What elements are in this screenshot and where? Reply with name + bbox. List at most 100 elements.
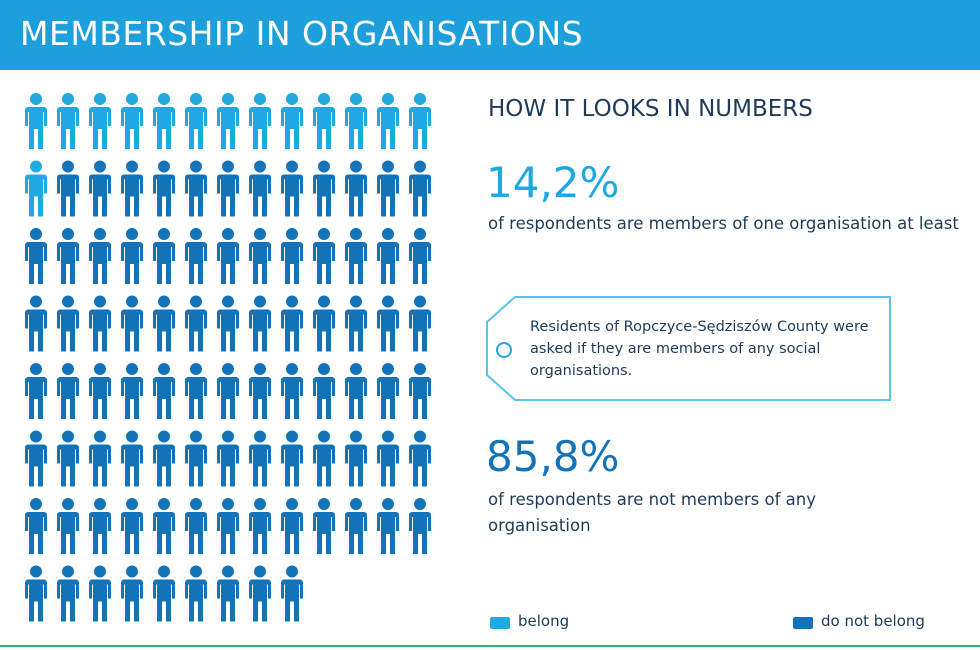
person-icon xyxy=(313,363,335,419)
person-icon xyxy=(153,498,175,554)
legend-swatch xyxy=(793,617,813,629)
person-icon xyxy=(89,565,111,622)
person-icon xyxy=(377,160,399,217)
person-icon xyxy=(185,430,207,487)
person-icon xyxy=(185,498,207,554)
person-icon xyxy=(25,430,47,487)
person-icon xyxy=(153,363,175,419)
person-icon xyxy=(153,93,175,149)
person-icon xyxy=(217,93,239,149)
person-icon xyxy=(25,295,47,352)
header: MEMBERSHIP IN ORGANISATIONS xyxy=(0,0,980,70)
person-icon xyxy=(313,93,335,149)
person-icon xyxy=(185,228,207,284)
person-icon xyxy=(121,498,143,554)
person-icon xyxy=(185,160,207,217)
person-icon xyxy=(281,363,303,419)
person-icon xyxy=(281,228,303,284)
person-icon xyxy=(281,160,303,217)
person-icon xyxy=(217,363,239,419)
person-icon xyxy=(313,295,335,352)
description: of respondents are members of one organi… xyxy=(488,214,959,233)
person-icon xyxy=(409,430,431,487)
person-icon xyxy=(57,93,79,149)
subtitle: HOW IT LOOKS IN NUMBERS xyxy=(488,96,813,122)
person-icon xyxy=(57,228,79,284)
person-icon xyxy=(345,498,367,554)
person-icon xyxy=(345,430,367,487)
person-icon xyxy=(249,228,271,284)
person-icon xyxy=(409,363,431,419)
person-icon xyxy=(281,498,303,554)
person-icon xyxy=(57,160,79,217)
person-icon xyxy=(345,295,367,352)
person-icon xyxy=(377,93,399,149)
person-icon xyxy=(345,363,367,419)
person-icon xyxy=(409,93,431,149)
tag-hole xyxy=(496,342,512,358)
person-icon xyxy=(57,363,79,419)
annotation: Residents of Ropczyce-Sędziszów County w… xyxy=(530,319,869,379)
person-icon xyxy=(313,228,335,284)
person-icon xyxy=(217,430,239,487)
person-icon xyxy=(217,228,239,284)
person-icon xyxy=(249,498,271,554)
person-icon xyxy=(313,160,335,217)
person-icon xyxy=(409,160,431,217)
person-icon xyxy=(57,295,79,352)
person-icon xyxy=(121,430,143,487)
person-icon xyxy=(313,430,335,487)
person-icon xyxy=(121,565,143,622)
person-icon xyxy=(217,295,239,352)
person-icon xyxy=(249,430,271,487)
person-icon xyxy=(185,295,207,352)
person-icon xyxy=(57,498,79,554)
person-icon xyxy=(281,93,303,149)
person-icon xyxy=(25,93,47,149)
note-tag xyxy=(486,296,891,401)
person-icon xyxy=(57,565,79,622)
person-icon xyxy=(185,363,207,419)
person-icon xyxy=(185,93,207,149)
person-icon xyxy=(377,498,399,554)
person-icon xyxy=(249,565,271,622)
person-icon xyxy=(89,498,111,554)
person-icon xyxy=(121,93,143,149)
person-icon xyxy=(25,228,47,284)
person-icon xyxy=(281,565,303,622)
person-icon xyxy=(217,160,239,217)
person-icon xyxy=(121,363,143,419)
person-icon xyxy=(89,93,111,149)
person-icon xyxy=(345,93,367,149)
person-icon xyxy=(409,498,431,554)
person-icon xyxy=(89,160,111,217)
person-icon xyxy=(377,228,399,284)
person-icon xyxy=(313,498,335,554)
person-icon xyxy=(89,430,111,487)
person-icon xyxy=(377,295,399,352)
person-icon xyxy=(249,295,271,352)
person-icon xyxy=(153,430,175,487)
person-icon xyxy=(409,228,431,284)
person-icon xyxy=(153,565,175,622)
person-icon xyxy=(345,228,367,284)
person-icon xyxy=(121,160,143,217)
description: of respondents are not members of any or… xyxy=(488,490,816,535)
person-icon xyxy=(89,363,111,419)
legend-label: belong xyxy=(518,612,570,630)
person-icon xyxy=(409,295,431,352)
person-icon xyxy=(153,228,175,284)
person-icon xyxy=(217,498,239,554)
person-icon xyxy=(249,363,271,419)
person-icon xyxy=(345,160,367,217)
person-icon xyxy=(25,498,47,554)
person-icon xyxy=(377,363,399,419)
person-icon xyxy=(57,430,79,487)
person-icon xyxy=(377,430,399,487)
person-icon xyxy=(25,363,47,419)
legend-swatch xyxy=(490,617,510,629)
person-icon xyxy=(249,93,271,149)
person-icon xyxy=(153,160,175,217)
